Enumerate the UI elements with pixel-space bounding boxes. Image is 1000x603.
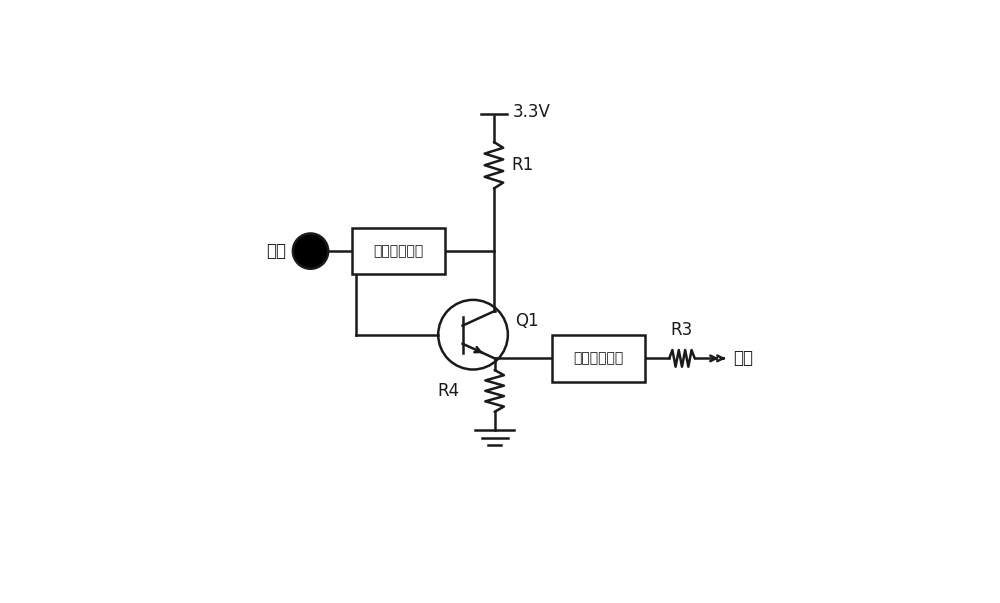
Text: 第二滤波电路: 第二滤波电路 <box>573 352 624 365</box>
Text: 第一滤波电路: 第一滤波电路 <box>374 244 424 258</box>
Text: R4: R4 <box>438 382 460 400</box>
Text: 3.3V: 3.3V <box>512 103 550 121</box>
Bar <box>352 228 445 274</box>
Text: Q1: Q1 <box>515 312 538 330</box>
Bar <box>552 335 645 382</box>
Text: R1: R1 <box>512 156 534 174</box>
Circle shape <box>293 233 328 269</box>
Text: 输入: 输入 <box>266 242 286 260</box>
Text: R3: R3 <box>671 321 693 339</box>
Text: 输出: 输出 <box>733 349 753 367</box>
